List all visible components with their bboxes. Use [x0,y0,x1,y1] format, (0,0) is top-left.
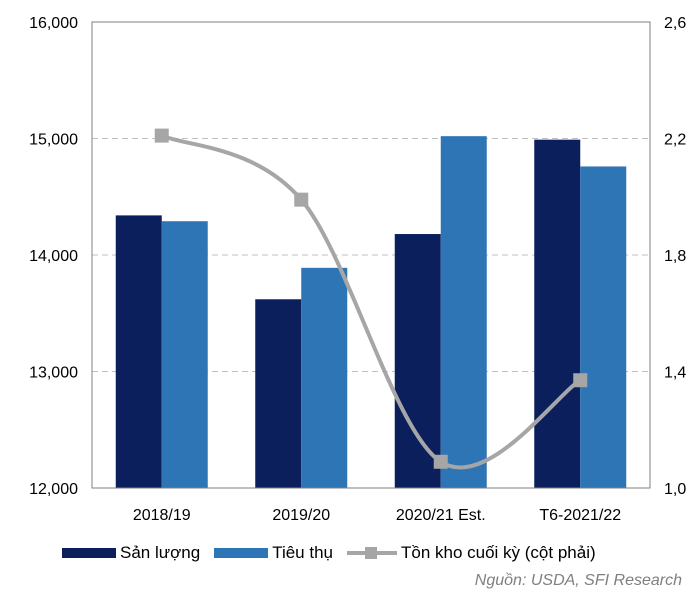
ending-stock-line [159,133,583,470]
line-series [154,128,588,470]
bar-production [394,234,441,488]
bar-series [115,136,627,489]
bar-production [255,299,302,488]
bar-consumption [580,166,627,488]
x-tick-label: 2020/21 Est. [396,507,486,524]
x-axis-tick-labels: 2018/19 2019/20 2020/21 Est. T6-2021/22 [133,507,621,524]
source-note: Nguồn: USDA, SFI Research [474,572,682,589]
legend-item-production: Sản lượng [62,543,200,563]
legend-swatch-production [62,548,116,558]
y-tick-label: 16,000 [29,15,78,32]
legend-label-ending-stock: Tồn kho cuối kỳ (cột phải) [400,543,596,562]
ending-stock-marker [433,454,448,469]
right-axis-tick-labels: 1,0 1,4 1,8 2,2 2,6 [664,15,686,498]
y-tick-label: 13,000 [29,365,78,382]
y2-tick-label: 1,4 [664,365,686,382]
y2-tick-label: 2,6 [664,15,686,32]
left-axis-tick-labels: 12,000 13,000 14,000 15,000 16,000 [29,15,78,498]
y-tick-label: 15,000 [29,132,78,149]
x-tick-label: T6-2021/22 [539,507,621,524]
y2-tick-label: 1,0 [664,481,686,498]
y2-tick-label: 1,8 [664,248,686,265]
chart: 12,000 13,000 14,000 15,000 16,000 1,0 1,4 1,8… [29,15,686,524]
legend-label-consumption: Tiêu thụ [272,543,333,562]
ending-stock-marker [154,128,169,143]
bar-consumption [301,267,348,488]
bar-production [534,139,581,489]
plot-area-border [91,21,651,489]
legend-label-production: Sản lượng [120,543,201,562]
legend-swatch-ending-stock [346,546,397,560]
legend-item-consumption: Tiêu thụ [214,543,333,563]
bar-consumption [161,221,208,488]
legend: Sản lượng Tiêu thụ Tồn kho cuối kỳ (cột … [62,541,610,565]
x-tick-label: 2019/20 [272,507,330,524]
bar-production [115,215,162,488]
bar-consumption [440,136,487,489]
ending-stock-marker [573,373,588,388]
y2-tick-label: 2,2 [664,132,686,149]
legend-item-ending-stock: Tồn kho cuối kỳ (cột phải) [346,543,596,563]
x-tick-label: 2018/19 [133,507,191,524]
y-tick-label: 14,000 [29,248,78,265]
ending-stock-marker [294,192,309,207]
legend-swatch-consumption [214,548,269,558]
y-tick-label: 12,000 [29,481,78,498]
